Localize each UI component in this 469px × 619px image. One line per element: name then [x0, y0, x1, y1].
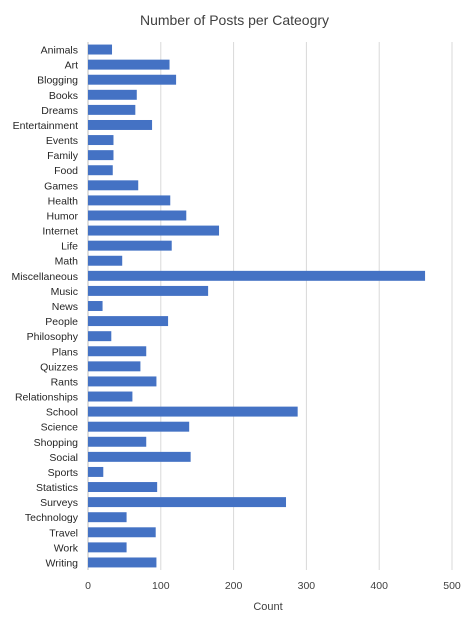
category-label-math: Math	[55, 256, 79, 268]
bar-social	[88, 451, 191, 462]
category-label-entertainment: Entertainment	[13, 120, 78, 132]
x-tick-labels: 0 100 200 300 400 500	[85, 580, 461, 592]
category-label-social: Social	[49, 452, 78, 464]
category-label-work: Work	[54, 542, 79, 554]
category-label-internet: Internet	[42, 226, 78, 238]
category-label-rants: Rants	[51, 376, 78, 388]
bar-health	[88, 195, 171, 206]
bar-life	[88, 240, 172, 251]
bar-sports	[88, 466, 104, 477]
category-label-philosophy: Philosophy	[27, 331, 79, 343]
bar-science	[88, 421, 190, 432]
category-label-health: Health	[48, 195, 79, 207]
bar-games	[88, 180, 139, 191]
category-label-life: Life	[61, 241, 78, 253]
category-label-art: Art	[65, 60, 79, 72]
bar-rants	[88, 376, 157, 387]
x-tick-label: 500	[443, 580, 461, 592]
bar-travel	[88, 527, 156, 538]
x-tick-label: 100	[152, 580, 170, 592]
bar-quizzes	[88, 361, 141, 372]
category-label-games: Games	[44, 180, 78, 192]
bar-shopping	[88, 436, 147, 447]
bar-dreams	[88, 104, 136, 115]
category-label-events: Events	[46, 135, 78, 147]
bar-people	[88, 316, 169, 327]
bar-technology	[88, 512, 127, 523]
category-label-music: Music	[51, 286, 78, 298]
bar-music	[88, 285, 209, 296]
category-label-writing: Writing	[46, 557, 79, 569]
bar-statistics	[88, 482, 158, 493]
bar-plans	[88, 346, 147, 357]
category-label-plans: Plans	[52, 346, 78, 358]
category-label-surveys: Surveys	[40, 497, 78, 509]
bar-miscellaneous	[88, 270, 426, 281]
chart-title: Number of Posts per Cateogry	[139, 12, 330, 28]
category-label-family: Family	[47, 150, 79, 162]
category-label-technology: Technology	[25, 512, 79, 524]
bar-math	[88, 255, 123, 266]
bar-family	[88, 150, 114, 161]
category-label-quizzes: Quizzes	[40, 361, 78, 373]
bar-blogging	[88, 74, 177, 85]
category-label-humor: Humor	[46, 210, 78, 222]
bar-internet	[88, 225, 220, 236]
category-label-travel: Travel	[49, 527, 78, 539]
bar-food	[88, 165, 113, 176]
category-label-blogging: Blogging	[37, 75, 78, 87]
category-label-relationships: Relationships	[15, 392, 78, 404]
category-label-dreams: Dreams	[41, 105, 78, 117]
category-label-science: Science	[41, 422, 79, 434]
category-label-people: People	[45, 316, 78, 328]
bar-philosophy	[88, 331, 112, 342]
category-label-miscellaneous: Miscellaneous	[11, 271, 78, 283]
bar-relationships	[88, 391, 133, 402]
category-label-food: Food	[54, 165, 78, 177]
bar-entertainment	[88, 119, 153, 130]
category-label-animals: Animals	[41, 45, 78, 57]
bar-writing	[88, 557, 157, 568]
category-label-sports: Sports	[48, 467, 78, 479]
x-tick-label: 400	[370, 580, 388, 592]
bar-animals	[88, 44, 113, 55]
bar-news	[88, 301, 103, 311]
x-tick-label: 200	[225, 580, 243, 592]
bar-art	[88, 59, 170, 70]
x-tick-label: 300	[298, 580, 316, 592]
bar-school	[88, 406, 298, 417]
category-labels: Animals Art Blogging Books Dreams Entertainme…	[11, 45, 78, 570]
bars	[88, 44, 426, 568]
category-label-statistics: Statistics	[36, 482, 78, 494]
bar-events	[88, 135, 114, 146]
category-label-news: News	[52, 301, 78, 313]
category-label-shopping: Shopping	[34, 437, 79, 449]
category-label-books: Books	[49, 90, 78, 102]
x-axis-title: Count	[253, 601, 282, 613]
bar-surveys	[88, 497, 287, 508]
bar-humor	[88, 210, 187, 221]
category-label-school: School	[46, 407, 78, 419]
bar-books	[88, 89, 137, 100]
x-tick-label: 0	[85, 580, 91, 592]
bar-work	[88, 542, 127, 553]
